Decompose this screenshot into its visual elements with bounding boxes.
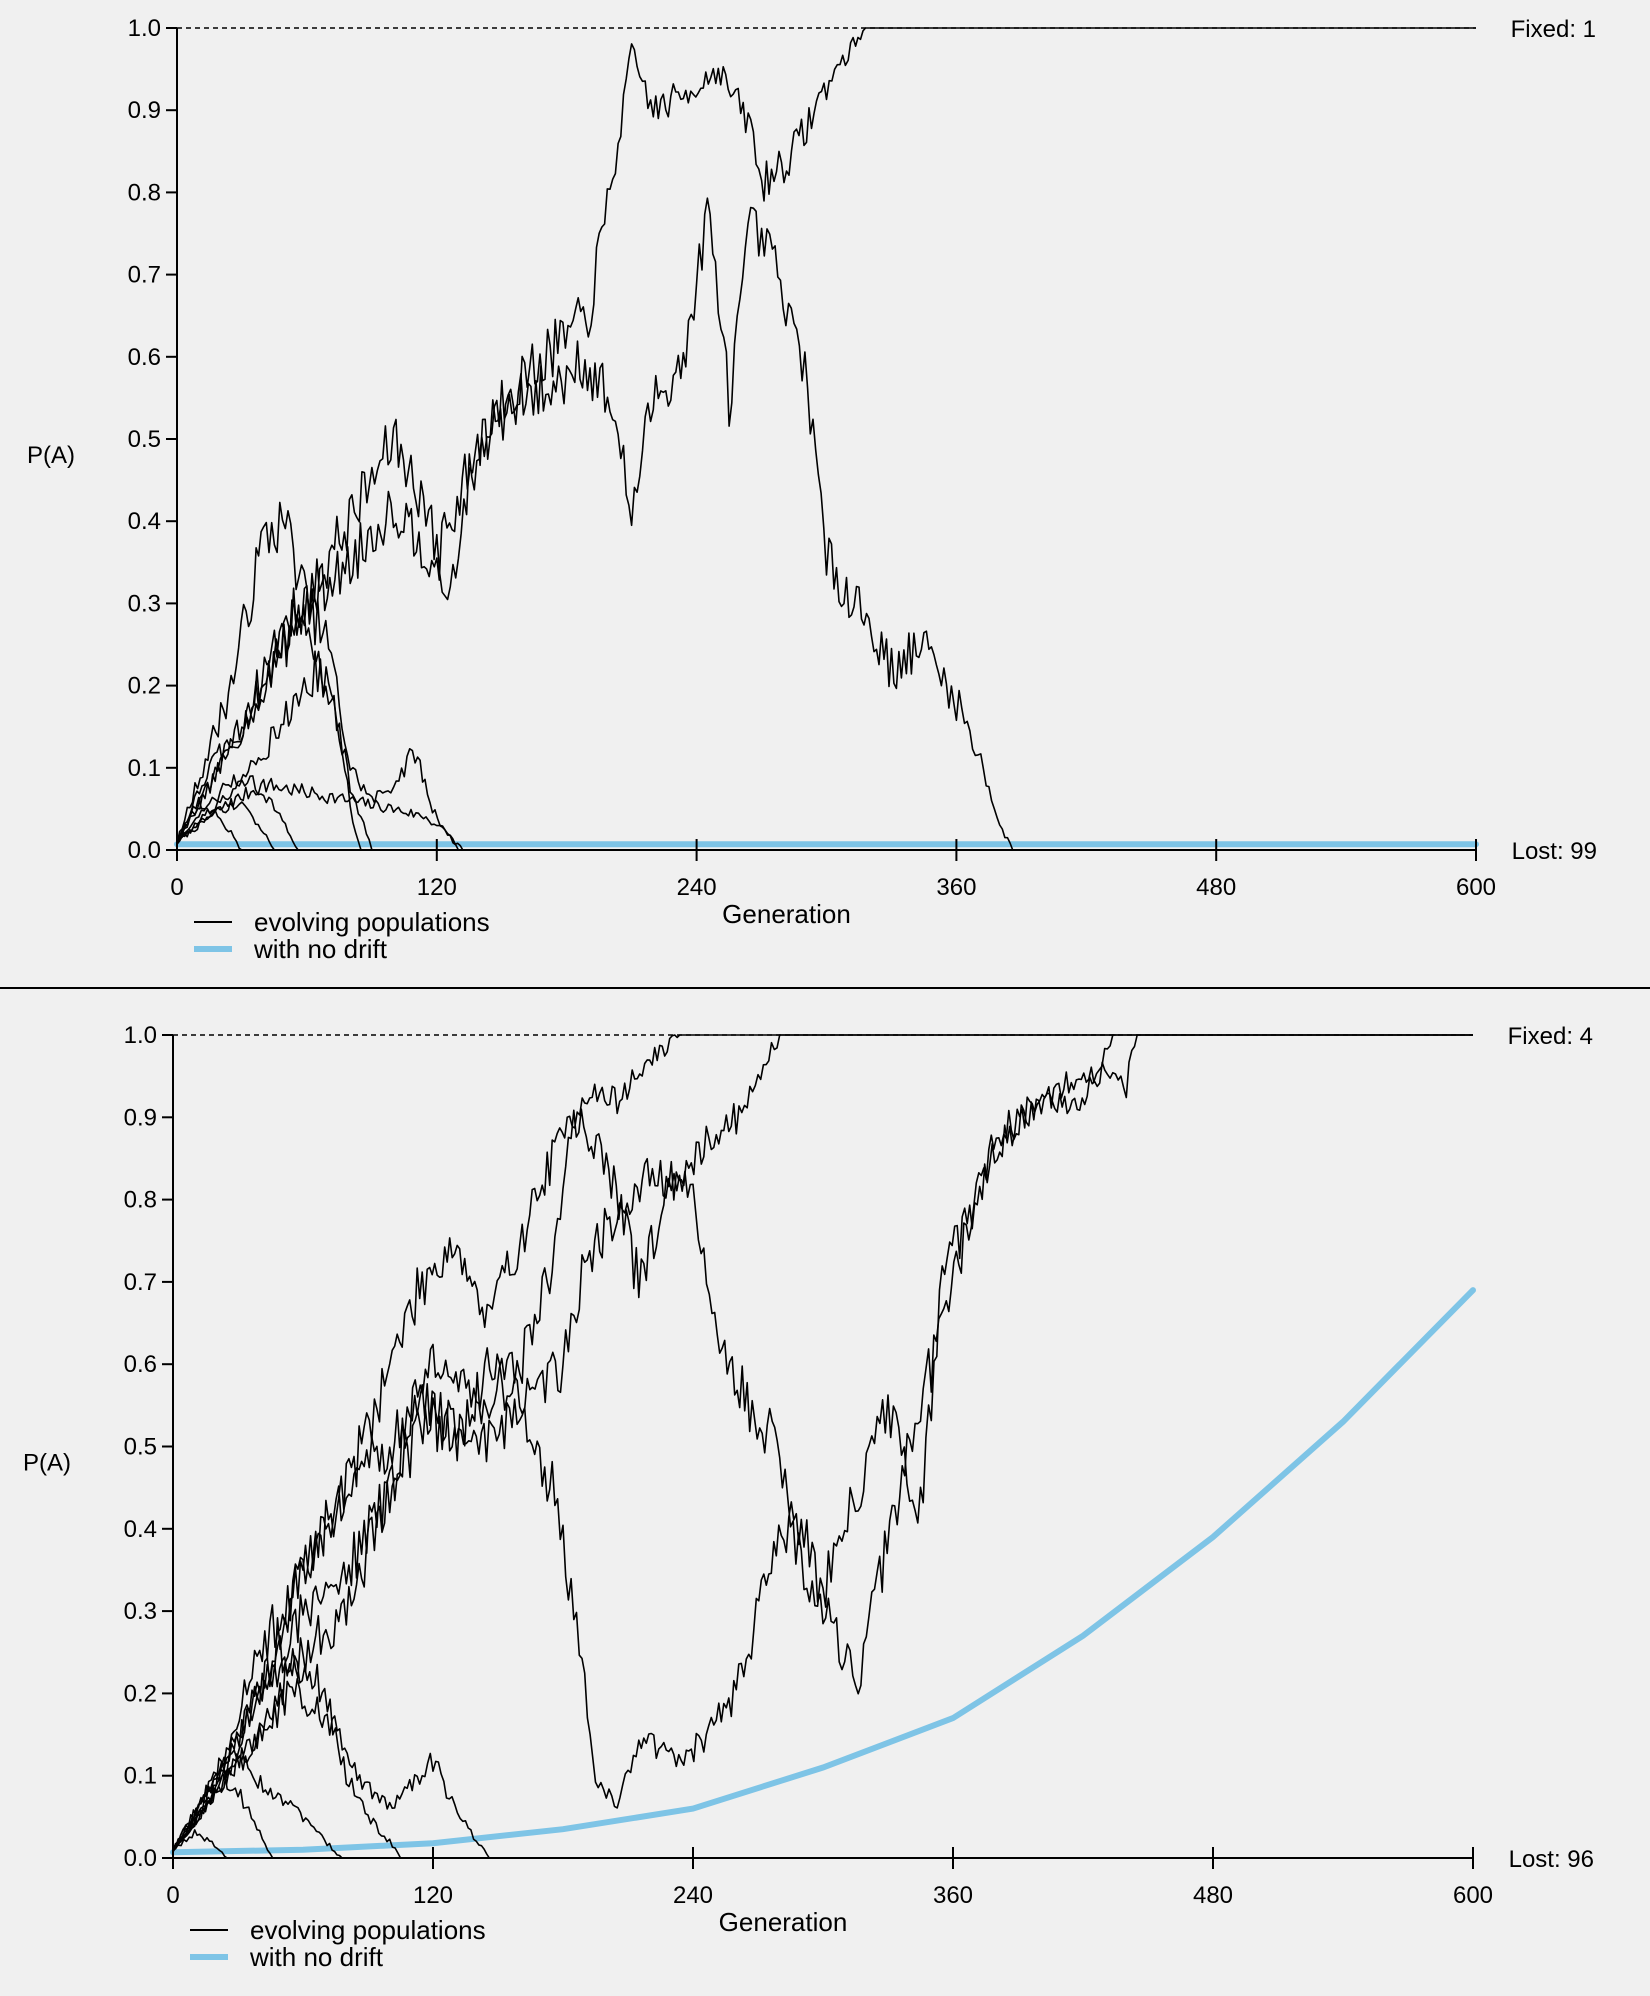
y-axis-label: P(A) (27, 442, 75, 469)
y-tick-label: 0.4 (128, 508, 161, 535)
y-tick-label: 0.3 (124, 1598, 157, 1625)
legend-label-no-drift: with no drift (249, 1942, 384, 1972)
y-tick-label: 0.0 (124, 1845, 157, 1872)
x-tick-label: 480 (1196, 874, 1236, 901)
y-tick-label: 0.8 (124, 1187, 157, 1214)
x-axis-label: Generation (719, 1907, 848, 1937)
panel-series (170, 1034, 1476, 1859)
series-evolving-line-9 (176, 796, 243, 851)
y-tick-label: 0.7 (124, 1269, 157, 1296)
series-evolving-line-9 (172, 1829, 228, 1859)
y-tick-label: 0.2 (128, 673, 161, 700)
legend: evolving populations with no drift (190, 1915, 486, 1972)
series-no-drift-line (170, 1287, 1476, 1856)
x-axis-label: Generation (722, 899, 851, 929)
y-tick-label: 0.0 (128, 837, 161, 864)
y-tick-label: 0.6 (124, 1351, 157, 1378)
x-tick-label: 0 (166, 1882, 179, 1909)
chart-panel-bottom: 0.0 0.1 0.2 0.3 0.4 0.5 0.6 0.7 0.8 0.9 1.0 0 120 24… (23, 1022, 1594, 1972)
series-evolving-line-4 (172, 1034, 1116, 1851)
series-evolving-line-5 (176, 197, 1014, 851)
x-tick-label: 600 (1456, 874, 1496, 901)
y-tick-label: 1.0 (128, 15, 161, 42)
legend-label-evolving: evolving populations (250, 1915, 486, 1945)
y-tick-label: 0.3 (128, 590, 161, 617)
series-evolving-line-7 (177, 774, 299, 851)
series-evolving-line-3 (172, 1034, 1473, 1852)
y-tick-label: 0.5 (124, 1434, 157, 1461)
y-tick-label: 0.8 (128, 179, 161, 206)
x-tick-label: 240 (677, 874, 717, 901)
y-tick-labels: 0.0 0.1 0.2 0.3 0.4 0.5 0.6 0.7 0.8 0.9 1.0 (124, 1022, 173, 1872)
y-tick-labels: 0.0 0.1 0.2 0.3 0.4 0.5 0.6 0.7 0.8 0.9 1.0 (128, 15, 177, 864)
lost-count-label: Lost: 99 (1512, 838, 1597, 865)
y-tick-label: 0.5 (128, 426, 161, 453)
series-evolving-line-7 (172, 1754, 343, 1859)
x-tick-label: 0 (170, 874, 183, 901)
y-tick-label: 0.4 (124, 1516, 157, 1543)
x-tick-label: 120 (413, 1882, 453, 1909)
series-evolving-line-4 (176, 27, 1476, 845)
fixed-count-label: Fixed: 4 (1508, 1023, 1593, 1050)
series-evolving-line-8 (172, 1769, 274, 1859)
x-tick-label: 240 (673, 1882, 713, 1909)
y-tick-label: 0.2 (124, 1680, 157, 1707)
x-tick-label: 360 (933, 1882, 973, 1909)
x-tick-label: 480 (1193, 1882, 1233, 1909)
y-tick-label: 0.7 (128, 262, 161, 289)
x-tick-labels: 0 120 240 360 480 600 (170, 839, 1496, 901)
y-tick-label: 0.9 (124, 1104, 157, 1131)
x-tick-label: 120 (417, 874, 457, 901)
panel-series (174, 27, 1479, 851)
series-evolving-line-1 (176, 777, 464, 851)
y-tick-label: 0.1 (128, 755, 161, 782)
y-tick-label: 0.9 (128, 97, 161, 124)
y-tick-label: 0.1 (124, 1763, 157, 1790)
series-evolving-line-3 (176, 501, 460, 851)
legend-label-no-drift: with no drift (253, 934, 388, 964)
x-tick-label: 600 (1453, 1882, 1493, 1909)
chart-panel-top: 0.0 0.1 0.2 0.3 0.4 0.5 0.6 0.7 0.8 0.9 1.0 0 120 24… (27, 15, 1597, 964)
series-evolving-line-8 (176, 797, 276, 851)
y-axis-label: P(A) (23, 1450, 71, 1477)
x-tick-label: 360 (936, 874, 976, 901)
series-evolving-line-5 (172, 1655, 402, 1859)
y-tick-label: 1.0 (124, 1022, 157, 1049)
x-tick-labels: 0 120 240 360 480 600 (166, 1847, 1493, 1909)
fixed-count-label: Fixed: 1 (1511, 16, 1596, 43)
legend-label-evolving: evolving populations (254, 907, 490, 937)
lost-count-label: Lost: 96 (1509, 1846, 1594, 1873)
y-tick-label: 0.6 (128, 344, 161, 371)
legend: evolving populations with no drift (194, 907, 490, 964)
